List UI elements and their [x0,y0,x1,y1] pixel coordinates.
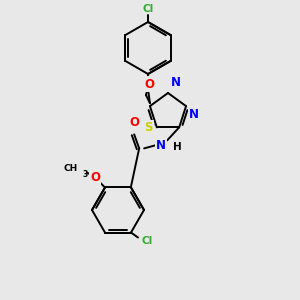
Text: N: N [171,76,181,89]
Text: H: H [173,142,182,152]
Text: Cl: Cl [141,236,153,245]
Text: N: N [156,139,166,152]
Text: 3: 3 [83,170,88,179]
Text: O: O [144,77,154,91]
Text: S: S [144,121,153,134]
Text: N: N [189,108,199,121]
Text: O: O [90,171,100,184]
Text: O: O [129,116,139,129]
Text: Cl: Cl [142,4,154,14]
Text: CH: CH [64,164,78,173]
